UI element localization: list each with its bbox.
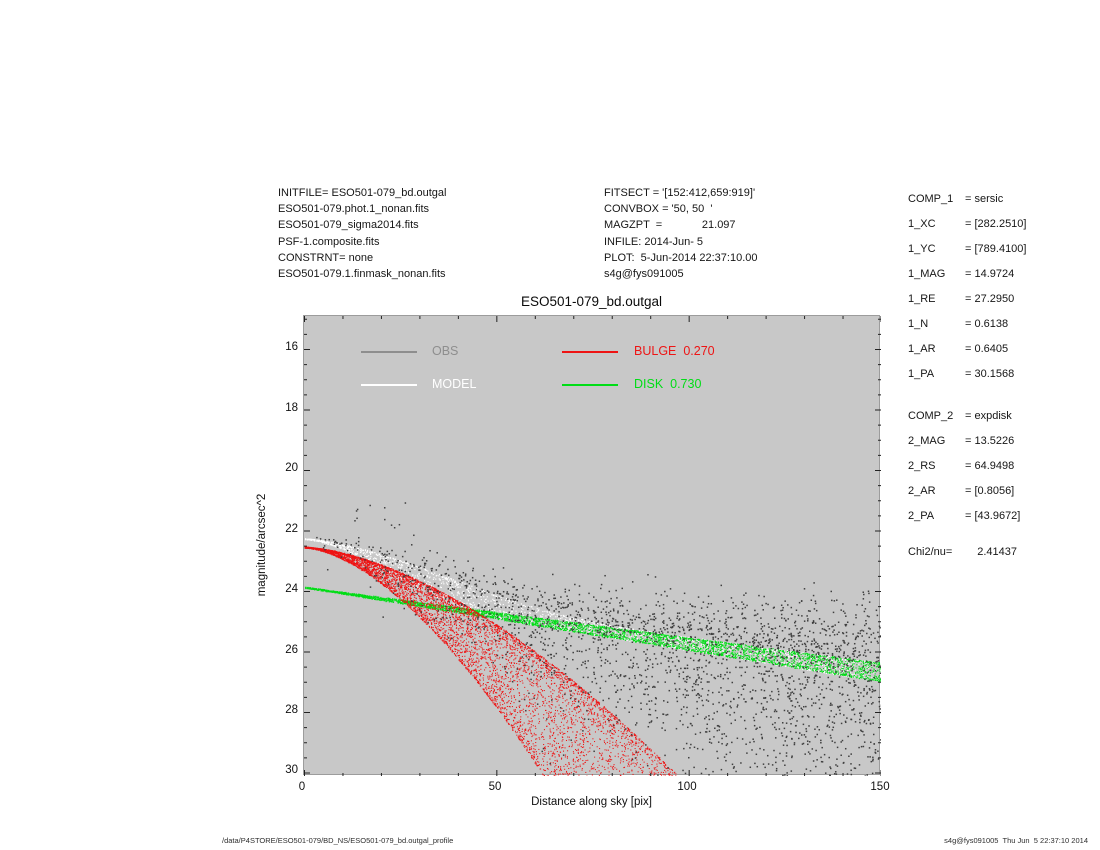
param-label: 2_AR: [908, 484, 936, 497]
init-file-line: ESO501-079.1.finmask_nonan.fits: [278, 268, 446, 281]
param-label: 2_RS: [908, 459, 936, 472]
param-value: = 14.9724: [965, 267, 1015, 280]
param-value: = 0.6138: [965, 317, 1009, 330]
chi2-value: 2.41437: [965, 545, 1017, 558]
param-row: 1_RE = 27.2950: [908, 286, 1088, 311]
x-tick-label: 0: [298, 781, 306, 793]
y-tick-label: 28: [285, 704, 298, 716]
chi2-row: Chi2/nu= 2.41437: [908, 539, 1088, 564]
param-label: 1_RE: [908, 292, 936, 305]
init-file-line: CONSTRNT= none: [278, 251, 374, 264]
param-row: 1_XC = [282.2510]: [908, 211, 1088, 236]
y-tick-label: 18: [285, 402, 298, 414]
comp1-group: COMP_1 = sersic 1_XC = [282.2510] 1_YC = [7…: [908, 186, 1088, 386]
param-label: COMP_1: [908, 192, 954, 205]
param-label: 1_N: [908, 317, 929, 330]
param-label: 1_XC: [908, 217, 936, 230]
param-row: 2_AR = [0.8056]: [908, 478, 1088, 503]
y-tick-label: 22: [285, 523, 298, 535]
param-label: 2_MAG: [908, 434, 946, 447]
init-file-line: PSF-1.composite.fits: [278, 235, 380, 248]
param-label: 1_PA: [908, 367, 935, 380]
param-value: = [0.8056]: [965, 484, 1015, 497]
param-row: COMP_1 = sersic: [908, 186, 1088, 211]
footer-session: s4g@fys091005 Thu Jun 5 22:37:10 2014: [944, 836, 1088, 845]
param-value: = 30.1568: [965, 367, 1015, 380]
fit-info-line: CONVBOX = '50, 50 ': [604, 203, 713, 216]
legend-model-swatch: [361, 384, 417, 386]
fit-info-block: FITSECT = '[152:412,659:919]' CONVBOX = …: [604, 185, 758, 282]
param-row: 1_AR = 0.6405: [908, 336, 1088, 361]
param-value: = [43.9672]: [965, 509, 1021, 522]
param-row: 1_YC = [789.4100]: [908, 236, 1088, 261]
plot-area: OBS MODEL BULGE 0.270 DISK 0.730: [303, 315, 881, 776]
galfit-params-panel: COMP_1 = sersic 1_XC = [282.2510] 1_YC = [7…: [908, 186, 1088, 564]
y-tick-label: 26: [285, 644, 298, 656]
init-file-block: INITFILE= ESO501-079_bd.outgal ESO501-07…: [278, 185, 446, 282]
comp2-group: COMP_2 = expdisk 2_MAG = 13.5226 2_RS = 64.…: [908, 403, 1088, 528]
param-value: = 64.9498: [965, 459, 1015, 472]
y-axis-label: magnitude/arcsec^2: [256, 493, 268, 597]
x-tick-label: 100: [677, 781, 697, 793]
param-label: 1_MAG: [908, 267, 946, 280]
init-file-line: ESO501-079_sigma2014.fits: [278, 219, 419, 232]
x-axis-label: Distance along sky [pix]: [531, 796, 652, 808]
fit-info-line: MAGZPT = 21.097: [604, 219, 736, 232]
param-row: 1_PA = 30.1568: [908, 361, 1088, 386]
y-tick-label: 24: [285, 583, 298, 595]
legend-disk-swatch: [562, 384, 618, 386]
profile-canvas: [304, 316, 881, 776]
param-row: COMP_2 = expdisk: [908, 403, 1088, 428]
y-tick-label: 20: [285, 462, 298, 474]
param-value: = [282.2510]: [965, 217, 1027, 230]
param-value: = [789.4100]: [965, 242, 1027, 255]
legend-model-label: MODEL: [432, 377, 477, 391]
param-label: 1_AR: [908, 342, 936, 355]
y-tick-label: 16: [285, 341, 298, 353]
param-value: = 27.2950: [965, 292, 1015, 305]
x-tick-label: 50: [488, 781, 502, 793]
param-value: = 0.6405: [965, 342, 1009, 355]
legend-disk-label: DISK 0.730: [634, 377, 702, 391]
param-row: 1_N = 0.6138: [908, 311, 1088, 336]
legend-obs-label: OBS: [432, 344, 459, 358]
param-label: 1_YC: [908, 242, 936, 255]
param-label: COMP_2: [908, 409, 954, 422]
init-file-line: ESO501-079.phot.1_nonan.fits: [278, 203, 430, 216]
plot-title: ESO501-079_bd.outgal: [520, 294, 663, 309]
fit-info-line: INFILE: 2014-Jun- 5: [604, 235, 704, 248]
y-tick-label: 30: [285, 764, 298, 776]
fit-info-line: FITSECT = '[152:412,659:919]': [604, 187, 756, 199]
fit-info-line: PLOT: 5-Jun-2014 22:37:10.00: [604, 251, 758, 264]
init-file-line: INITFILE= ESO501-079_bd.outgal: [278, 187, 447, 199]
param-label: 2_PA: [908, 509, 935, 522]
x-tick-label: 150: [870, 781, 890, 793]
param-row: 1_MAG = 14.9724: [908, 261, 1088, 286]
param-value: = expdisk: [965, 409, 1012, 422]
legend-bulge-swatch: [562, 351, 618, 353]
param-value: = sersic: [965, 192, 1004, 205]
param-value: = 13.5226: [965, 434, 1015, 447]
legend-bulge-label: BULGE 0.270: [634, 344, 715, 358]
param-row: 2_MAG = 13.5226: [908, 428, 1088, 453]
legend-obs-swatch: [361, 351, 417, 353]
param-row: 2_PA = [43.9672]: [908, 503, 1088, 528]
chi2-label: Chi2/nu=: [908, 545, 953, 558]
footer-path: /data/P4STORE/ESO501-079/BD_NS/ESO501-07…: [222, 836, 454, 845]
fit-info-line: s4g@fys091005: [604, 268, 684, 281]
param-row: 2_RS = 64.9498: [908, 453, 1088, 478]
